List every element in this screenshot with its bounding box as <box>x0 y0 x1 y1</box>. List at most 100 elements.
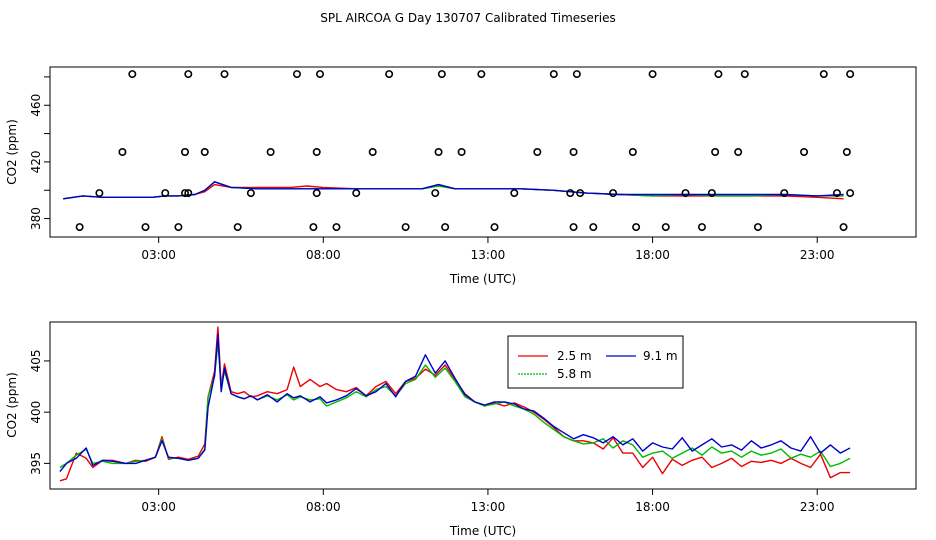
data-point-circle <box>385 70 394 79</box>
data-point-circle <box>118 148 127 157</box>
data-point-circle <box>161 189 170 198</box>
plot-frame-top <box>49 66 917 238</box>
data-point-circle <box>569 223 578 232</box>
data-point-circle <box>490 223 499 232</box>
data-point-circle <box>200 148 209 157</box>
data-point-circle <box>441 223 450 232</box>
y-tick-label: 395 <box>29 452 43 475</box>
data-point-circle <box>800 148 809 157</box>
x-tick-label: 23:00 <box>800 248 835 262</box>
data-point-circle <box>714 70 723 79</box>
data-point-circle <box>846 189 855 198</box>
data-point-circle <box>589 223 598 232</box>
x-tick-label: 08:00 <box>306 500 341 514</box>
data-point-circle <box>332 223 341 232</box>
chart-title: SPL AIRCOA G Day 130707 Calibrated Times… <box>320 11 615 25</box>
x-axis-bottom: 03:00 08:00 13:00 18:00 23:00 <box>141 489 835 514</box>
x-tick-label: 03:00 <box>141 248 176 262</box>
y-tick-label: 460 <box>29 94 43 117</box>
data-point-circle <box>566 189 575 198</box>
x-tick-label: 13:00 <box>471 248 506 262</box>
y-tick-label: 380 <box>29 207 43 230</box>
x-tick-label: 08:00 <box>306 248 341 262</box>
y-tick-label: 420 <box>29 150 43 173</box>
data-point-circle <box>842 148 851 157</box>
data-point-circle <box>457 148 466 157</box>
data-point-circle <box>609 189 618 198</box>
y-tick-label: 405 <box>29 349 43 372</box>
legend-label-9-1m: 9.1 m <box>643 349 678 363</box>
data-point-circle <box>711 148 720 157</box>
x-axis-label-top: Time (UTC) <box>449 272 516 286</box>
plot-frame-bottom <box>49 321 917 490</box>
x-axis-label-bottom: Time (UTC) <box>449 524 516 538</box>
data-point-circle <box>510 189 519 198</box>
data-point-circle <box>846 70 855 79</box>
data-point-circle <box>128 70 137 79</box>
y-axis-label-top: CO2 (ppm) <box>5 119 19 185</box>
legend-label-5-8m: 5.8 m <box>557 367 592 381</box>
data-point-circle <box>839 223 848 232</box>
data-point-circle <box>95 189 104 198</box>
data-point-circle <box>753 223 762 232</box>
data-point-circle <box>316 70 325 79</box>
data-point-circle <box>434 148 443 157</box>
x-tick-label: 18:00 <box>635 248 670 262</box>
x-tick-label: 23:00 <box>800 500 835 514</box>
data-point-circle <box>569 148 578 157</box>
data-point-circle <box>832 189 841 198</box>
data-point-circle <box>141 223 150 232</box>
data-point-circle <box>780 189 789 198</box>
series-bottom <box>59 326 851 482</box>
data-point-circle <box>181 189 190 198</box>
data-point-circle <box>740 70 749 79</box>
points-top <box>75 70 855 232</box>
data-point-circle <box>549 70 558 79</box>
panel-top: 380 420 460 03:00 08:00 13:00 18:00 23:00 Time… <box>5 66 917 286</box>
data-point-circle <box>477 70 486 79</box>
legend-label-2-5m: 2.5 m <box>557 349 592 363</box>
y-axis-bottom: 395 400 405 <box>29 349 50 475</box>
y-axis-top: 380 420 460 <box>29 76 50 230</box>
legend-box <box>507 335 684 389</box>
data-point-circle <box>819 70 828 79</box>
y-axis-label-bottom: CO2 (ppm) <box>5 372 19 438</box>
data-point-circle <box>246 189 255 198</box>
data-point-circle <box>309 223 318 232</box>
data-point-circle <box>533 148 542 157</box>
data-point-circle <box>576 189 585 198</box>
x-tick-label: 13:00 <box>471 500 506 514</box>
series-line-9-1-m <box>63 181 844 200</box>
data-point-circle <box>437 70 446 79</box>
data-point-circle <box>431 189 440 198</box>
x-axis-top: 03:00 08:00 13:00 18:00 23:00 <box>141 237 835 262</box>
data-point-circle <box>707 189 716 198</box>
panel-bottom: 395 400 405 03:00 08:00 13:00 18:00 23:00 Time… <box>5 321 917 538</box>
data-point-circle <box>174 223 183 232</box>
data-point-circle <box>312 148 321 157</box>
series-line-2-5-m <box>59 326 851 482</box>
data-point-circle <box>661 223 670 232</box>
data-point-circle <box>292 70 301 79</box>
legend: 2.5 m 5.8 m 9.1 m <box>507 335 684 389</box>
data-point-circle <box>352 189 361 198</box>
data-point-circle <box>368 148 377 157</box>
y-tick-label: 400 <box>29 401 43 424</box>
data-point-circle <box>220 70 229 79</box>
data-point-circle <box>181 148 190 157</box>
data-point-circle <box>184 189 193 198</box>
data-point-circle <box>233 223 242 232</box>
x-tick-label: 18:00 <box>635 500 670 514</box>
data-point-circle <box>632 223 641 232</box>
data-point-circle <box>648 70 657 79</box>
data-point-circle <box>681 189 690 198</box>
data-point-circle <box>572 70 581 79</box>
data-point-circle <box>184 70 193 79</box>
series-top <box>63 181 844 200</box>
data-point-circle <box>628 148 637 157</box>
data-point-circle <box>75 223 84 232</box>
data-point-circle <box>312 189 321 198</box>
